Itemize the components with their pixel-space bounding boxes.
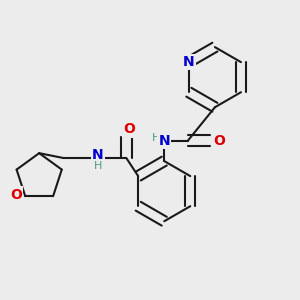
Text: H: H [152,133,160,143]
Text: O: O [124,122,135,136]
Text: O: O [11,188,22,202]
Text: O: O [214,134,226,148]
Text: N: N [183,55,195,69]
Text: N: N [92,148,103,162]
Text: H: H [94,161,102,171]
Text: N: N [158,134,170,148]
